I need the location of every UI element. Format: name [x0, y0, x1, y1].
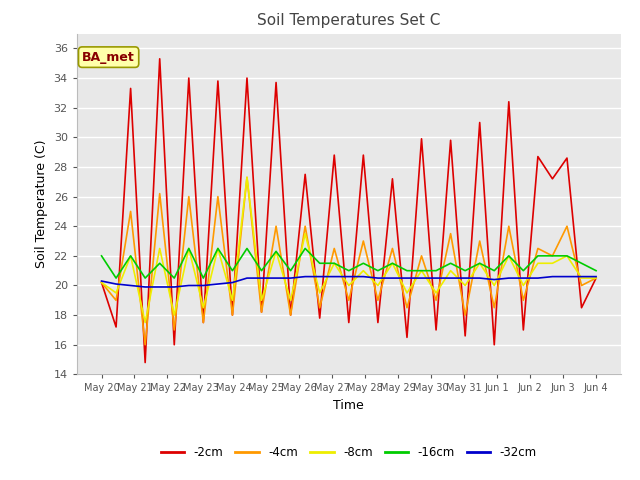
- Legend: -2cm, -4cm, -8cm, -16cm, -32cm: -2cm, -4cm, -8cm, -16cm, -32cm: [156, 442, 541, 464]
- Text: BA_met: BA_met: [82, 51, 135, 64]
- X-axis label: Time: Time: [333, 399, 364, 412]
- Y-axis label: Soil Temperature (C): Soil Temperature (C): [35, 140, 48, 268]
- Title: Soil Temperatures Set C: Soil Temperatures Set C: [257, 13, 440, 28]
